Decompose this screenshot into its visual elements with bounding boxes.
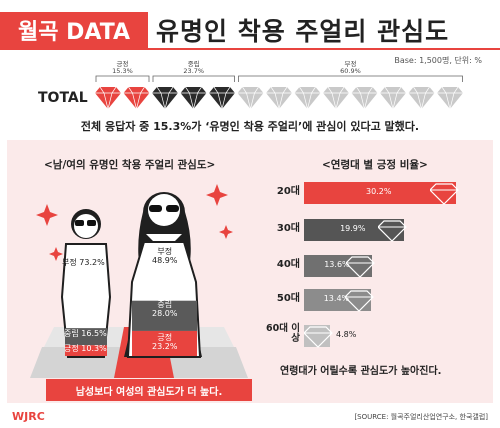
age-chart-title: <연령대 별 긍정 비율> xyxy=(322,159,428,171)
diamond-icon xyxy=(180,86,207,110)
bracket-line xyxy=(152,75,235,82)
age-row: 40대 13.6% xyxy=(266,253,496,279)
base-note: Base: 1,500명, 단위: % xyxy=(394,56,482,65)
sparkle-icon xyxy=(36,204,58,226)
age-row: 20대 30.2% xyxy=(266,180,496,206)
gender-chart-title: <남/여의 유명인 착용 주얼리 관심도> xyxy=(44,159,216,171)
diamond-icon xyxy=(123,86,150,110)
age-conclusion: 연령대가 어릴수록 관심도가 높아진다. xyxy=(280,366,442,377)
age-row: 30대 19.9% xyxy=(266,217,496,243)
neutral-segment xyxy=(65,328,107,346)
bracket-label: 긍정 15.3% xyxy=(112,60,133,75)
neutral-segment xyxy=(132,300,197,331)
bracket-line xyxy=(238,75,463,82)
male-neg-label: 부정 73.2% xyxy=(62,258,105,267)
header-tag: 월곡 DATA xyxy=(0,12,148,48)
diamond-icon xyxy=(237,86,264,110)
diamond-icon xyxy=(430,183,459,205)
age-label: 50대 xyxy=(276,293,300,304)
age-label: 30대 xyxy=(276,223,300,234)
title-rule xyxy=(0,48,500,50)
diamond-icon xyxy=(294,86,321,110)
age-label: 60대 이상 xyxy=(266,323,301,345)
wjrc-logo: WJRC xyxy=(12,410,45,423)
diamond-icon xyxy=(408,86,435,110)
age-label: 20대 xyxy=(276,186,300,197)
diamond-icon xyxy=(351,86,378,110)
age-value: 13.4% xyxy=(323,294,350,303)
male-mid-label: 중립 16.5% xyxy=(64,329,107,338)
bracket-line xyxy=(95,75,150,82)
diamond-icon xyxy=(266,86,292,110)
sparkle-icon xyxy=(49,247,63,261)
gender-banner: 남성보다 여성의 관심도가 더 높다. xyxy=(46,379,252,401)
diamond-icon xyxy=(95,86,121,110)
age-value: 13.6% xyxy=(324,260,350,269)
diamond-icon xyxy=(380,86,406,110)
diamond-icon xyxy=(304,326,333,348)
age-value: 19.9% xyxy=(340,224,366,233)
total-label: TOTAL xyxy=(38,90,88,106)
diamond-icon xyxy=(152,86,178,110)
positive-segment xyxy=(132,330,197,356)
age-value: 30.2% xyxy=(366,187,392,196)
age-bar xyxy=(304,219,405,241)
diamond-icon xyxy=(378,220,408,242)
age-bar xyxy=(304,182,456,204)
page-title: 유명인 착용 주얼리 관심도 xyxy=(156,17,450,46)
female-mid-label: 중립 28.0% xyxy=(152,300,178,319)
source-note: [SOURCE: 월곡주얼리산업연구소, 한국갤럽] xyxy=(354,413,488,421)
sparkle-icon xyxy=(206,184,228,206)
gender-figures xyxy=(30,184,248,378)
diamond-icon xyxy=(323,86,349,110)
positive-segment xyxy=(65,345,107,356)
total-brackets xyxy=(95,75,463,82)
diamond-icon xyxy=(345,290,375,312)
diamond-icon xyxy=(346,256,376,278)
diamond-icon xyxy=(437,86,463,110)
male-pos-label: 긍정 10.3% xyxy=(64,344,107,353)
bracket-label: 부정 60.9% xyxy=(340,60,361,75)
sparkle-icon xyxy=(219,225,233,239)
diamond-icon xyxy=(209,86,235,110)
female-neg-label: 부정 48.9% xyxy=(152,247,178,266)
age-row: 60대 이상 4.8% xyxy=(266,323,496,349)
age-value: 4.8% xyxy=(336,330,357,339)
total-diamond-chart xyxy=(95,86,463,110)
total-summary: 전체 응답자 중 15.3%가 ‘유명인 착용 주얼리’에 관심이 있다고 말했… xyxy=(80,120,420,133)
female-pos-label: 긍정 23.2% xyxy=(152,333,178,352)
bracket-label: 중립 23.7% xyxy=(183,60,205,75)
age-row: 50대 13.4% xyxy=(266,287,496,313)
age-label: 40대 xyxy=(276,259,300,270)
